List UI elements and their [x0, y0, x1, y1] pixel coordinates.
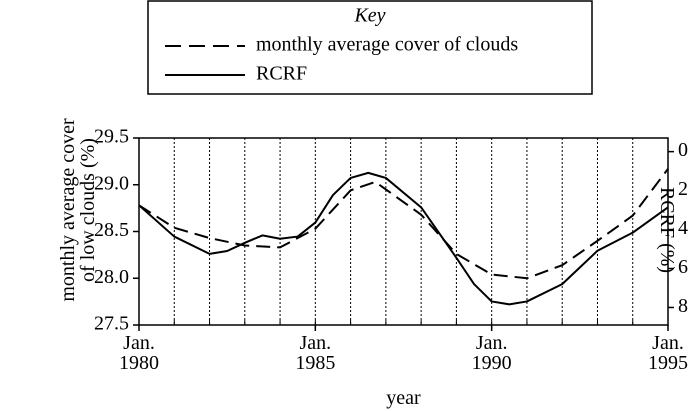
y2-tick-label: 2 [678, 178, 688, 200]
y2-tick-label: 8 [678, 295, 688, 317]
x-axis-label: year [386, 387, 421, 409]
legend-label: RCRF [256, 63, 307, 85]
y2-tick-label: 6 [678, 256, 688, 278]
y-tick-label: 28.5 [94, 219, 129, 241]
series-line [138, 171, 669, 306]
y-axis-label: monthly average cover of low clouds (%) [57, 118, 99, 302]
legend-box [147, 0, 593, 95]
y-tick-label: 29.5 [94, 126, 129, 148]
x-tick-label: Jan. 1980 [119, 332, 159, 374]
y-tick-label: 29.0 [94, 172, 129, 194]
legend-title: Key [353, 5, 385, 27]
x-tick-label: Jan. 1995 [648, 332, 688, 374]
y-tick-label: 27.5 [94, 313, 129, 335]
y2-tick-label: 0 [678, 139, 688, 161]
y2-axis-label: RCRF (%) [656, 186, 678, 274]
x-tick-label: Jan. 1985 [295, 332, 336, 374]
x-tick-label: Jan. 1990 [471, 332, 512, 374]
series-line [138, 168, 669, 280]
legend-label: monthly average cover of clouds [256, 34, 518, 56]
plot-frame [138, 137, 669, 326]
y-tick-label: 28.0 [94, 266, 129, 288]
y2-tick-label: 4 [678, 217, 688, 239]
